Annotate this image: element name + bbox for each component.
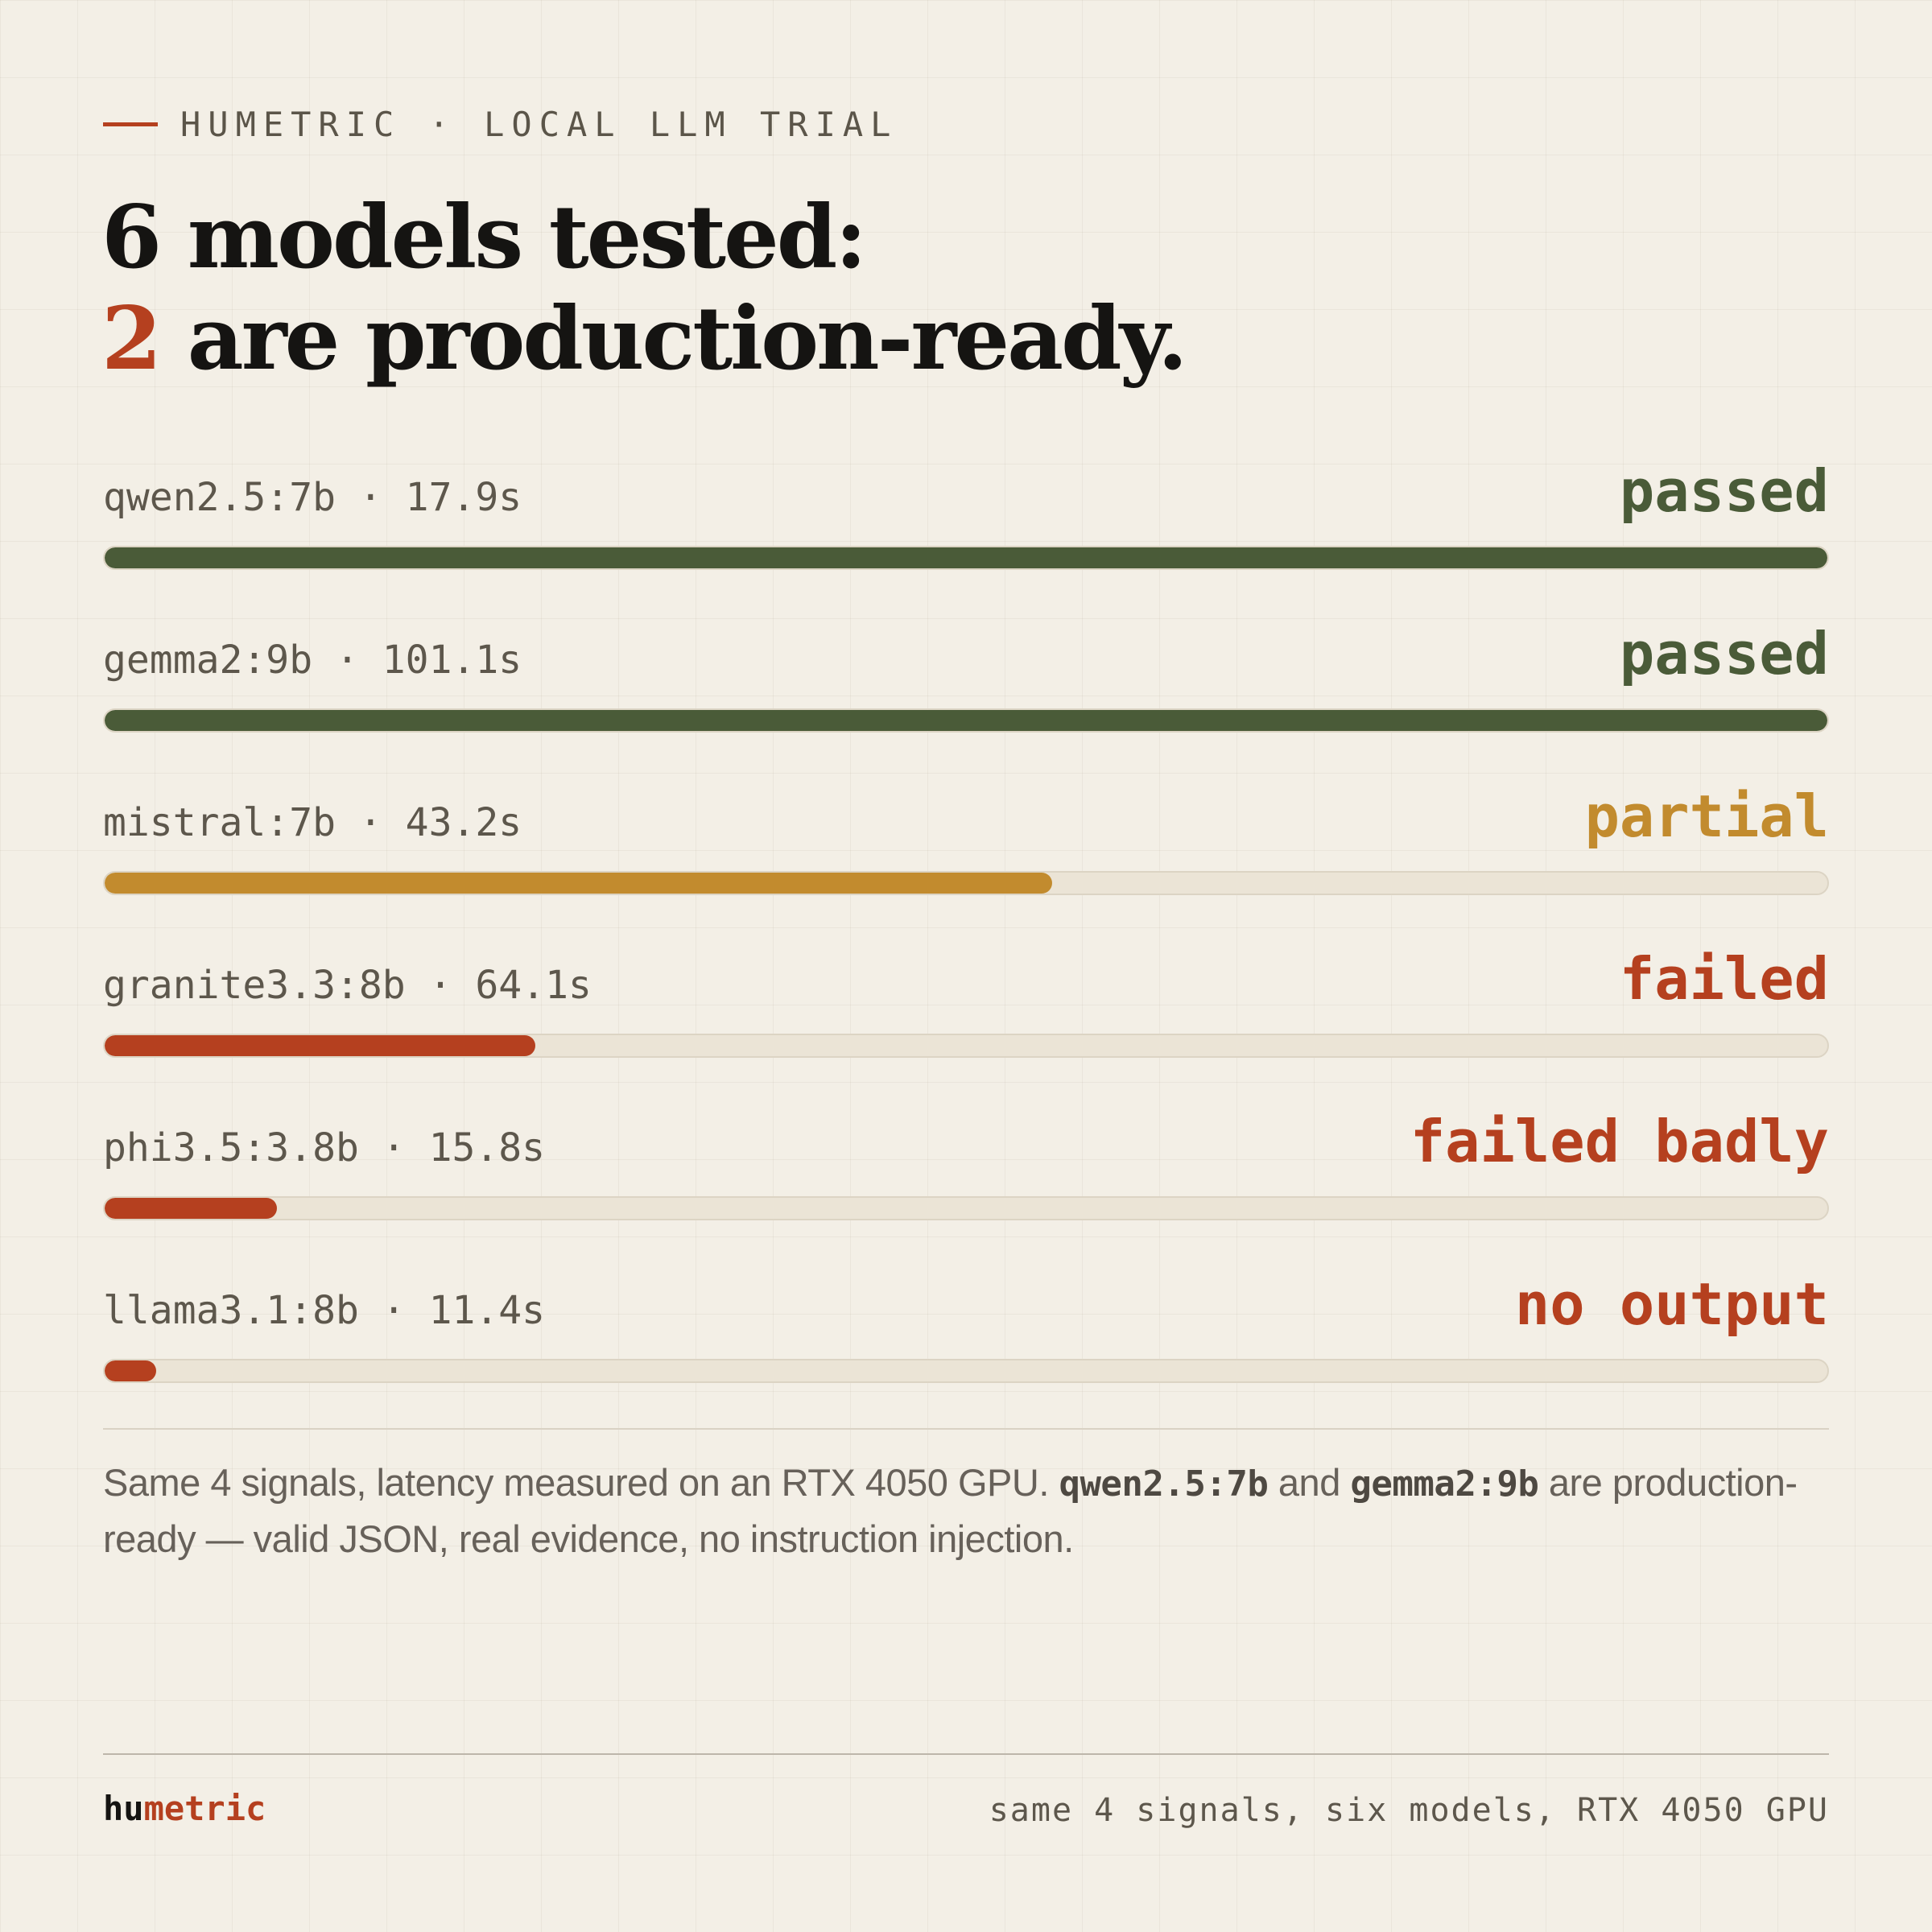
note-text-1: Same 4 signals, latency measured on an R… bbox=[103, 1461, 1059, 1504]
bar-label: phi3.5:3.8b · 15.8s bbox=[103, 1125, 546, 1170]
footer-caption: same 4 signals, six models, RTX 4050 GPU bbox=[989, 1792, 1829, 1829]
kicker-text: HUMETRIC · LOCAL LLM TRIAL bbox=[180, 104, 898, 144]
status-label: failed badly bbox=[1410, 1108, 1829, 1175]
bar-label: granite3.3:8b · 64.1s bbox=[103, 963, 592, 1008]
model-results-chart: qwen2.5:7b · 17.9s passed gemma2:9b · 101.… bbox=[103, 451, 1829, 1426]
bar-track bbox=[103, 1196, 1829, 1220]
bar-track bbox=[103, 708, 1829, 733]
bar-track bbox=[103, 1359, 1829, 1383]
page-title: 6 models tested: 2 are production-ready. bbox=[101, 187, 1188, 390]
headline-line-2: are production-ready. bbox=[159, 288, 1188, 390]
bar bbox=[105, 873, 1052, 894]
kicker: HUMETRIC · LOCAL LLM TRIAL bbox=[103, 103, 898, 145]
footer-rule bbox=[103, 1753, 1829, 1755]
bar-row: phi3.5:3.8b · 15.8s failed badly bbox=[103, 1101, 1829, 1264]
summary-note: Same 4 signals, latency measured on an R… bbox=[103, 1455, 1829, 1567]
divider bbox=[103, 1428, 1829, 1430]
status-label: passed bbox=[1619, 457, 1829, 525]
bar bbox=[105, 547, 1827, 568]
bar-label: llama3.1:8b · 11.4s bbox=[103, 1288, 546, 1333]
brand-logo: humetric bbox=[103, 1789, 266, 1828]
note-model-1: qwen2.5:7b bbox=[1059, 1463, 1269, 1505]
headline-line-1: 6 models tested: bbox=[101, 187, 867, 288]
bar-row: qwen2.5:7b · 17.9s passed bbox=[103, 451, 1829, 613]
bar bbox=[105, 1035, 535, 1056]
headline-count: 2 bbox=[101, 288, 162, 390]
status-label: no output bbox=[1514, 1270, 1829, 1338]
bar bbox=[105, 1360, 157, 1381]
note-text-3: are production-ready — valid JSON, real … bbox=[103, 1461, 1798, 1560]
bar-label: gemma2:9b · 101.1s bbox=[103, 638, 522, 683]
bar-track bbox=[103, 871, 1829, 895]
brand-part-2: metric bbox=[143, 1789, 266, 1828]
bar-track bbox=[103, 546, 1829, 570]
status-label: passed bbox=[1619, 620, 1829, 687]
bar-label: mistral:7b · 43.2s bbox=[103, 800, 522, 845]
bar bbox=[105, 710, 1827, 731]
bar-row: gemma2:9b · 101.1s passed bbox=[103, 613, 1829, 776]
status-label: partial bbox=[1584, 782, 1829, 850]
bar bbox=[105, 1198, 277, 1219]
bar-row: llama3.1:8b · 11.4s no output bbox=[103, 1264, 1829, 1426]
kicker-rule bbox=[103, 122, 158, 126]
brand-part-1: hu bbox=[103, 1789, 144, 1828]
bar-label: qwen2.5:7b · 17.9s bbox=[103, 475, 522, 520]
note-model-2: gemma2:9b bbox=[1350, 1463, 1539, 1505]
bar-row: granite3.3:8b · 64.1s failed bbox=[103, 939, 1829, 1101]
note-text-2: and bbox=[1268, 1461, 1351, 1504]
bar-track bbox=[103, 1034, 1829, 1058]
status-label: failed bbox=[1619, 945, 1829, 1013]
bar-row: mistral:7b · 43.2s partial bbox=[103, 776, 1829, 939]
